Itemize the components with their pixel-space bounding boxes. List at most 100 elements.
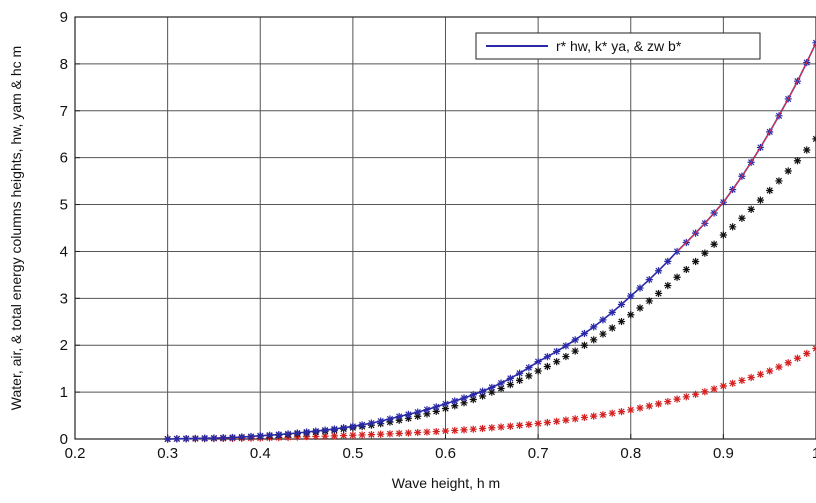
data-point <box>636 404 644 412</box>
data-point <box>766 186 774 195</box>
overlay-line <box>676 42 816 252</box>
data-point <box>784 167 792 175</box>
data-point <box>478 424 487 433</box>
data-point <box>414 412 422 420</box>
data-point <box>256 432 264 440</box>
data-point <box>793 354 802 362</box>
data-point <box>497 379 505 387</box>
data-point <box>377 417 385 425</box>
data-point <box>645 297 653 305</box>
data-point <box>534 367 542 375</box>
data-point <box>766 367 774 375</box>
x-tick-label: 0.5 <box>342 445 363 462</box>
data-point <box>534 358 542 366</box>
data-point <box>488 383 496 392</box>
data-point <box>701 249 709 257</box>
data-point <box>803 146 811 154</box>
data-point <box>460 394 468 402</box>
x-tick-label: 0.8 <box>620 445 641 462</box>
data-point <box>682 265 690 274</box>
data-point <box>562 342 570 350</box>
data-point <box>756 196 765 204</box>
data-point <box>488 424 496 432</box>
data-point <box>478 387 487 395</box>
data-point <box>608 324 616 332</box>
y-axis-title: Water, air, & total energy columns heigh… <box>8 46 24 410</box>
data-point <box>441 404 450 413</box>
y-tick-label: 2 <box>60 337 68 354</box>
data-point <box>543 362 551 371</box>
data-point <box>617 408 626 416</box>
x-tick-label: 0.9 <box>713 445 734 462</box>
y-tick-label: 9 <box>60 9 68 26</box>
data-point <box>460 399 468 407</box>
data-point <box>367 430 375 439</box>
data-point <box>404 414 413 422</box>
grid <box>75 17 816 439</box>
data-point <box>321 432 329 440</box>
data-point <box>516 369 524 377</box>
data-point <box>562 416 570 424</box>
data-point <box>460 426 468 434</box>
data-point <box>617 300 626 309</box>
data-point <box>358 431 366 439</box>
data-point <box>599 330 607 338</box>
x-tick-label: 1 <box>812 445 816 462</box>
data-point <box>747 373 755 382</box>
series-layer <box>164 39 816 443</box>
data-point <box>627 292 635 300</box>
y-tick-label: 4 <box>60 243 68 260</box>
data-point <box>395 416 403 424</box>
data-point <box>423 405 431 414</box>
y-tick-label: 3 <box>60 290 68 307</box>
data-point <box>525 372 533 380</box>
data-point <box>423 428 431 436</box>
data-point <box>775 177 783 185</box>
data-point <box>340 424 348 432</box>
legend: r* hw, k* ya, & zw b* <box>475 32 761 60</box>
data-point <box>330 425 338 433</box>
data-point <box>627 311 635 319</box>
data-point <box>414 408 422 416</box>
data-point <box>469 395 477 404</box>
data-point <box>451 426 459 435</box>
data-point <box>432 403 440 411</box>
data-point <box>469 391 477 399</box>
x-tick-label: 0.2 <box>65 445 86 462</box>
data-point <box>580 329 589 338</box>
data-point <box>312 427 320 435</box>
data-point <box>340 431 348 440</box>
data-point <box>506 422 514 430</box>
data-point <box>553 417 561 425</box>
data-point <box>590 323 598 331</box>
data-point <box>553 358 561 366</box>
data-point <box>265 431 274 439</box>
data-point <box>210 434 218 442</box>
data-point <box>432 407 440 415</box>
data-point <box>719 231 727 239</box>
data-point <box>441 427 450 435</box>
data-point <box>543 418 551 427</box>
data-point <box>506 374 514 382</box>
data-point <box>654 289 663 298</box>
data-point <box>793 157 802 165</box>
data-point <box>525 420 533 429</box>
x-tick-label: 0.3 <box>157 445 178 462</box>
y-tick-label: 0 <box>60 431 68 448</box>
data-point <box>386 430 394 438</box>
data-point <box>571 347 579 355</box>
data-point <box>275 430 283 439</box>
data-point <box>553 347 561 356</box>
data-point <box>247 432 255 441</box>
data-point <box>664 397 672 406</box>
data-point <box>432 427 440 436</box>
y-tick-label: 5 <box>60 197 68 214</box>
data-point <box>654 400 663 408</box>
data-point <box>506 380 514 389</box>
data-point <box>525 364 533 372</box>
data-point <box>738 376 746 385</box>
data-point <box>534 419 542 428</box>
data-point <box>580 413 589 422</box>
